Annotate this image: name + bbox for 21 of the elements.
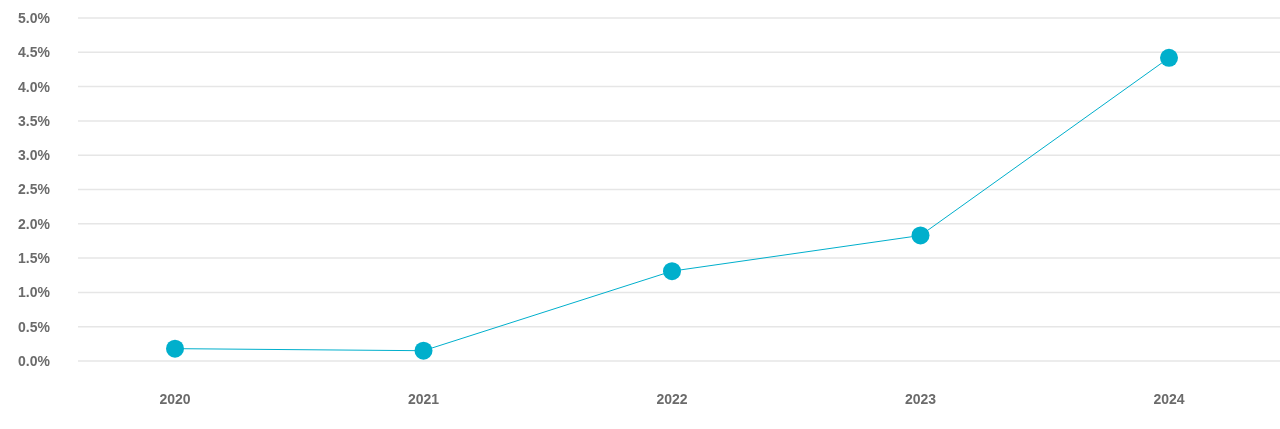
y-tick-label: 1.0% <box>18 284 51 301</box>
point <box>663 262 681 281</box>
y-tick-label: 2.5% <box>18 181 51 198</box>
x-tick-label: 2021 <box>407 390 440 407</box>
point <box>166 339 184 358</box>
y-tick-label: 5.0% <box>18 9 51 26</box>
y-tick-label: 4.5% <box>18 44 51 61</box>
y-tick-label: 0.5% <box>18 318 51 335</box>
x-tick-label: 2024 <box>1153 390 1185 407</box>
y-tick-label: 3.5% <box>18 112 51 129</box>
y-tick-label: 1.5% <box>18 250 51 267</box>
point <box>414 341 433 360</box>
x-tick-label: 2023 <box>904 390 937 407</box>
y-tick-label: 0.0% <box>18 352 51 369</box>
x-tick-label: 2022 <box>656 390 688 407</box>
point <box>911 226 930 245</box>
y-tick-label: 4.0% <box>18 78 51 95</box>
point <box>1160 48 1178 67</box>
y-tick-label: 3.0% <box>18 147 51 164</box>
y-tick-label: 2.0% <box>18 215 51 232</box>
x-tick-label: 2020 <box>159 390 191 407</box>
